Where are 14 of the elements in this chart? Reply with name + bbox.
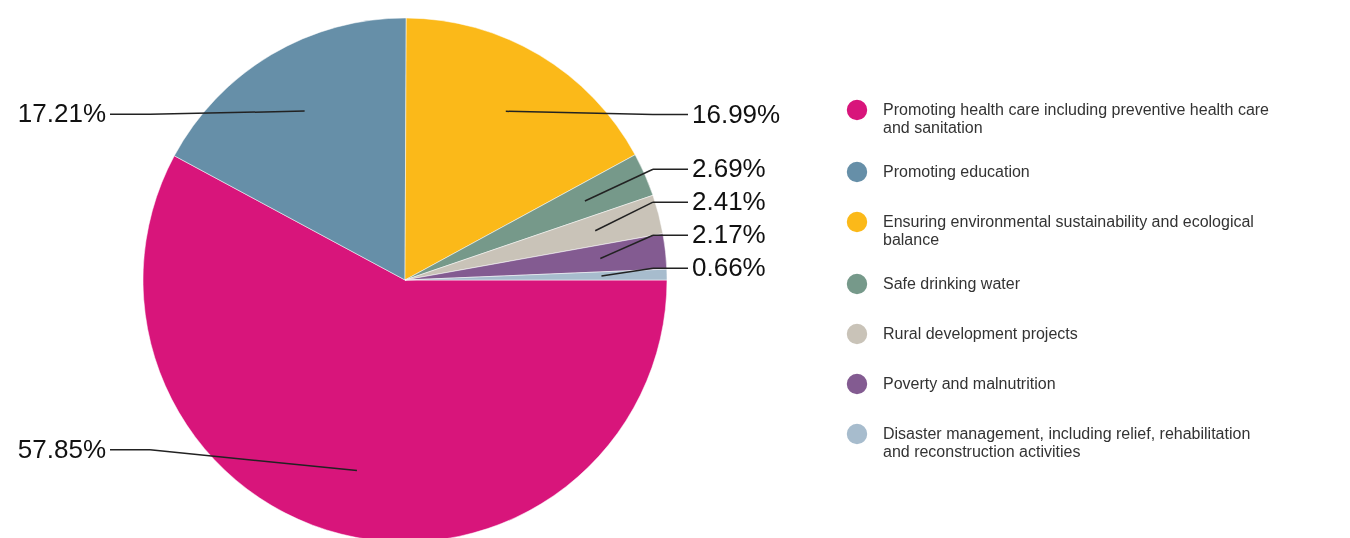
legend-label: Ensuring environmental sustainability and ecological balance <box>883 213 1254 248</box>
data-label: 57.85% <box>17 433 106 464</box>
data-label: 16.99% <box>692 98 781 129</box>
data-label: 2.17% <box>692 219 766 250</box>
data-label: 2.41% <box>692 186 766 217</box>
legend-label: Rural development projects <box>883 325 1078 342</box>
legend-label: Poverty and malnutrition <box>883 375 1056 392</box>
legend-label: Promoting education <box>883 163 1030 180</box>
legend-label: Safe drinking water <box>883 275 1021 292</box>
data-label: 17.21% <box>17 98 106 129</box>
legend-label: Promoting health care including preventive health care and sanitation <box>883 101 1270 136</box>
legend-label: Disaster management, including relief, rehabilitation and reconstruction activities <box>883 425 1251 460</box>
data-label: 2.69% <box>692 153 766 184</box>
data-label: 0.66% <box>692 252 766 283</box>
